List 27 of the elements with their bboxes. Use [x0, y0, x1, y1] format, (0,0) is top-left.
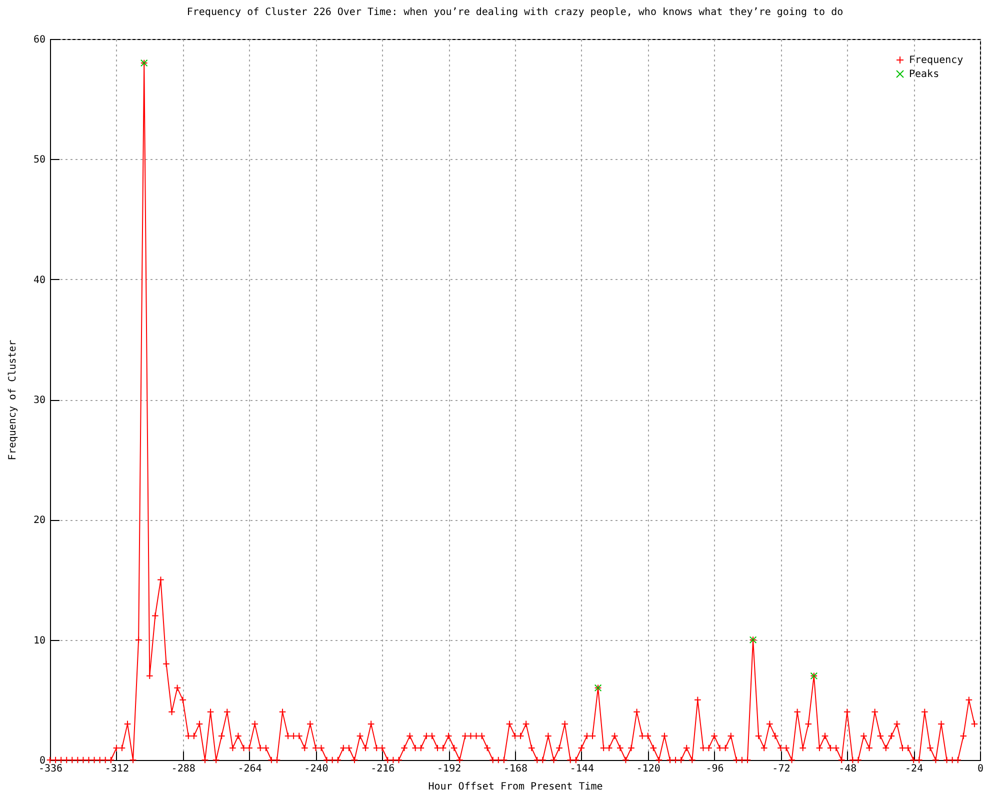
y-axis-title: Frequency of Cluster	[7, 340, 18, 460]
x-tick-label: -264	[238, 764, 262, 774]
x-tick-label: -144	[570, 764, 594, 774]
y-tick-label: 20	[33, 515, 46, 526]
y-tick-label: 60	[33, 34, 46, 46]
x-tick-label: -240	[304, 764, 328, 774]
x-tick-label: -312	[104, 764, 129, 774]
y-tick-label: 30	[33, 395, 46, 406]
x-tick-label: -288	[171, 764, 196, 774]
x-tick-label: -72	[772, 764, 790, 774]
legend-label: Peaks	[909, 69, 940, 80]
chart-title: Frequency of Cluster 226 Over Time: when you’re dealing with crazy people, who knows what they’re going to do	[186, 7, 844, 18]
x-tick-label: -48	[838, 764, 857, 774]
x-tick-label: -168	[503, 764, 528, 774]
x-tick-label: -216	[370, 764, 395, 774]
y-tick-label: 40	[33, 274, 46, 286]
x-tick-label: -24	[905, 764, 924, 774]
x-tick-label: 0	[977, 764, 984, 774]
x-tick-label: -336	[38, 764, 63, 774]
x-tick-label: -120	[636, 764, 660, 774]
x-tick-label: -192	[437, 764, 462, 774]
x-axis-title: Hour Offset From Present Time	[428, 782, 603, 792]
x-tick-label: -96	[706, 764, 724, 774]
legend-label: Frequency	[909, 55, 964, 66]
y-tick-label: 50	[33, 154, 46, 166]
y-tick-label: 0	[39, 756, 46, 766]
y-tick-label: 10	[33, 635, 46, 646]
